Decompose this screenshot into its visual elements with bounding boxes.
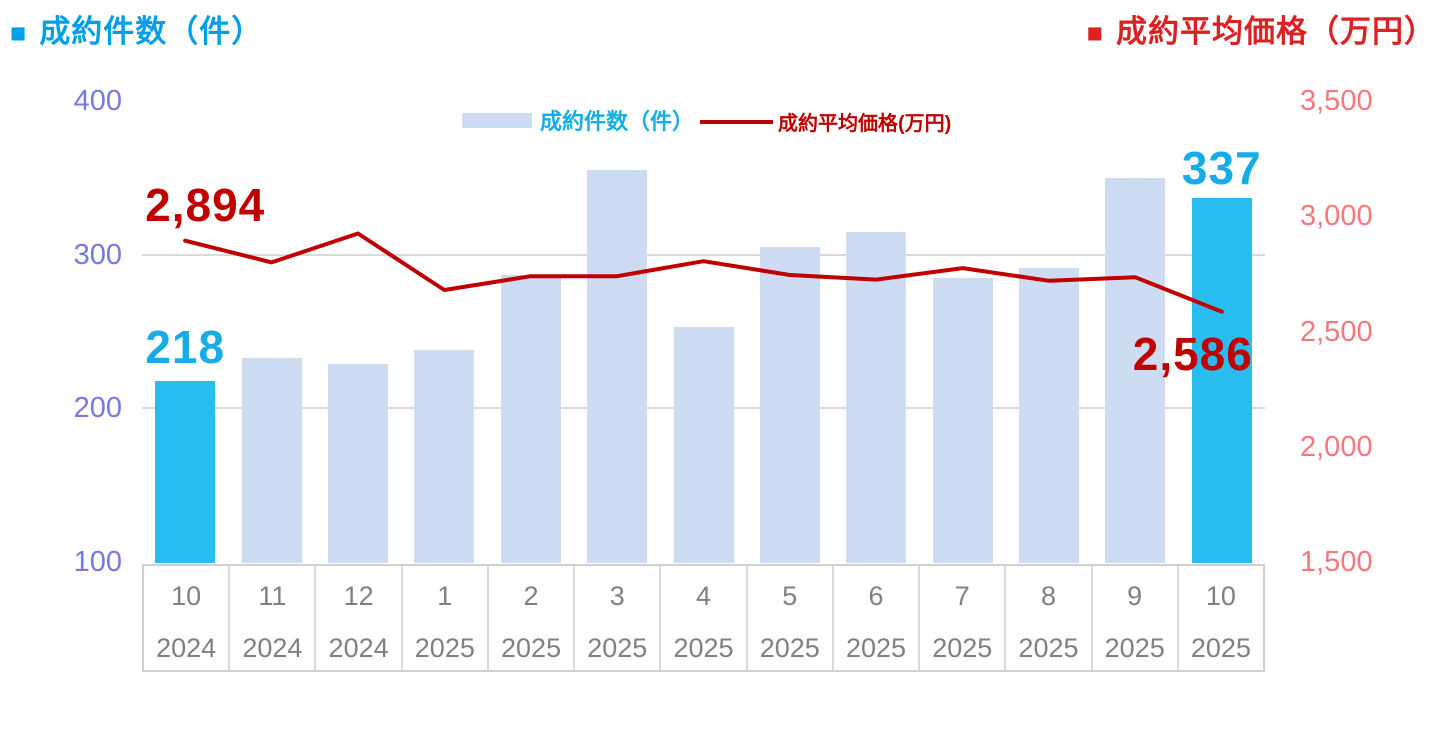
x-category-2025-1: 1 2025	[403, 566, 489, 670]
x-category-2025-2: 2 2025	[489, 566, 576, 670]
right-axis-tick: 3,000	[1300, 200, 1373, 233]
x-year-label: 2025	[1104, 633, 1165, 663]
x-year-label: 2025	[501, 633, 562, 663]
bar-2025-8	[1019, 268, 1080, 563]
x-axis-band: 10 2024 11 2024 12 2024 1 2025 2 2025 3 2025 4 2025 5 2…	[142, 564, 1265, 672]
x-category-2025-3: 3 2025	[575, 566, 662, 670]
bar-2025-3	[587, 170, 648, 563]
data-label-bar-0: 218	[145, 320, 226, 373]
x-month-label: 11	[258, 581, 287, 611]
x-month-label: 3	[609, 581, 625, 611]
data-label-line-0: 2,894	[145, 178, 266, 231]
left-axis-tick: 400	[73, 85, 122, 117]
blue-square-icon: ■	[10, 18, 28, 48]
gridline-300	[142, 253, 1265, 256]
bar-2025-2	[500, 274, 561, 563]
bar-2025-7	[932, 277, 993, 563]
left-axis-title: ■ 成約件数（件）	[10, 6, 263, 51]
bar-2025-6	[846, 231, 907, 563]
x-year-label: 2025	[1190, 633, 1251, 663]
x-year-label: 2025	[673, 633, 734, 663]
x-year-label: 2025	[932, 633, 993, 663]
x-category-2025-6: 6 2025	[834, 566, 921, 670]
x-month-label: 10	[1205, 581, 1236, 611]
legend-bar-label: 成約件数（件）	[540, 109, 695, 134]
x-category-2024-12: 12 2024	[316, 566, 403, 670]
data-label-line-12: 2,586	[1132, 327, 1253, 380]
right-axis-title-text: 成約平均価格（万円）	[1116, 14, 1436, 49]
x-year-label: 2025	[845, 633, 907, 663]
bar-2024-12	[327, 363, 388, 563]
x-month-label: 2	[523, 581, 539, 611]
x-year-label: 2025	[759, 633, 820, 663]
x-category-2025-10: 10 2025	[1179, 566, 1263, 670]
x-category-2025-4: 4 2025	[661, 566, 748, 670]
bar-2025-4	[673, 326, 734, 563]
left-axis-tick: 100	[73, 546, 122, 578]
x-category-2025-9: 9 2025	[1093, 566, 1179, 670]
data-label-bar-12: 337	[1181, 141, 1262, 194]
x-category-2024-10: 10 2024	[144, 566, 231, 670]
x-month-label: 4	[696, 581, 712, 611]
x-year-label: 2024	[242, 633, 303, 663]
bar-2025-1	[414, 349, 475, 563]
bar-2025-5	[759, 246, 820, 563]
right-axis-title: ■ 成約平均価格（万円）	[1087, 6, 1436, 51]
bar-2025-10	[1191, 197, 1252, 563]
x-year-label: 2024	[328, 633, 389, 663]
right-axis-tick: 1,500	[1300, 546, 1373, 578]
x-month-label: 9	[1127, 581, 1143, 611]
x-category-2024-11: 11 2024	[230, 566, 317, 670]
bar-2024-10	[155, 380, 216, 563]
left-axis-tick: 300	[73, 238, 122, 271]
x-category-2025-5: 5 2025	[748, 566, 834, 670]
x-category-2025-8: 8 2025	[1006, 566, 1093, 670]
right-axis-tick: 3,500	[1300, 85, 1373, 117]
x-year-label: 2024	[156, 633, 217, 663]
x-month-label: 7	[954, 581, 970, 611]
red-square-icon: ■	[1086, 18, 1104, 48]
x-month-label: 12	[343, 581, 374, 611]
right-axis-tick: 2,500	[1300, 315, 1373, 348]
x-year-label: 2025	[414, 633, 475, 663]
x-category-2025-7: 7 2025	[920, 566, 1007, 670]
legend-line-label: 成約平均価格(万円)	[778, 113, 952, 135]
x-month-label: 6	[868, 581, 884, 611]
x-month-label: 1	[437, 581, 453, 611]
right-axis-tick: 2,000	[1300, 430, 1373, 463]
legend-bar-swatch	[462, 113, 532, 128]
x-month-label: 8	[1040, 581, 1056, 611]
left-axis-title-text: 成約件数（件）	[39, 14, 264, 49]
left-axis-tick: 200	[73, 392, 122, 425]
bar-2024-11	[241, 357, 302, 563]
x-month-label: 5	[782, 581, 798, 611]
x-month-label: 10	[171, 581, 202, 611]
x-year-label: 2025	[587, 633, 648, 663]
legend-line-swatch	[700, 120, 773, 124]
x-year-label: 2025	[1018, 633, 1079, 663]
